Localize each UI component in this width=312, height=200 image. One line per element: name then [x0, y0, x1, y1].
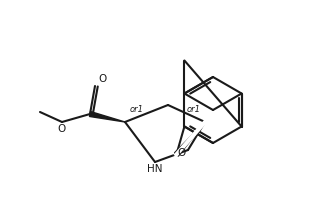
Polygon shape [90, 112, 125, 122]
Text: O: O [178, 148, 186, 158]
Text: HN: HN [147, 164, 163, 174]
Text: or1: or1 [130, 105, 144, 114]
Polygon shape [174, 122, 205, 156]
Text: O: O [57, 124, 65, 134]
Text: or1: or1 [187, 105, 201, 114]
Text: O: O [98, 74, 106, 84]
